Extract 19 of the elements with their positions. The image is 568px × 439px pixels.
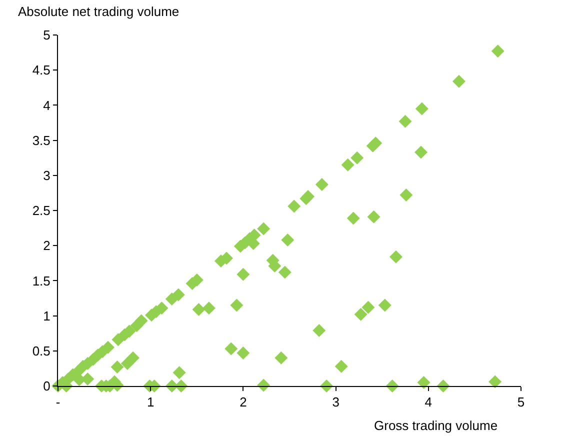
x-tick-label: 3 [332, 394, 340, 410]
y-tick-label: 1 [43, 308, 50, 324]
y-tick-label: 1.5 [32, 273, 50, 288]
x-tick-label: 4 [424, 394, 432, 410]
x-tick-label: - [56, 394, 60, 410]
y-tick-label: 3.5 [32, 132, 50, 148]
y-tick-label: 3 [43, 168, 50, 183]
x-tick-label: 1 [146, 394, 154, 410]
x-axis-title: Gross trading volume [374, 418, 498, 433]
y-tick-label: 0 [43, 378, 50, 394]
y-axis-title: Absolute net trading volume [18, 4, 180, 19]
y-tick-label: 4 [43, 98, 50, 113]
y-tick-label: 0.5 [32, 343, 50, 358]
y-tick-label: 2 [43, 238, 50, 254]
x-tick-label: 5 [517, 394, 525, 410]
y-tick-label: 2.5 [32, 203, 50, 218]
y-tick-label: 4.5 [32, 62, 50, 78]
y-tick-label: 5 [43, 28, 50, 43]
x-tick-label: 2 [240, 394, 247, 410]
